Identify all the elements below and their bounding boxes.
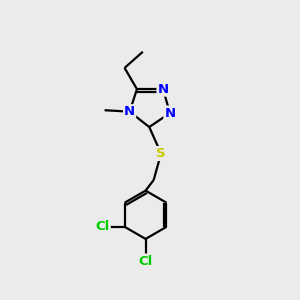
Text: N: N: [158, 82, 169, 96]
Text: S: S: [156, 147, 166, 160]
Text: Cl: Cl: [95, 220, 110, 233]
Text: N: N: [124, 105, 135, 118]
Text: Cl: Cl: [139, 254, 153, 268]
Text: N: N: [164, 106, 175, 120]
